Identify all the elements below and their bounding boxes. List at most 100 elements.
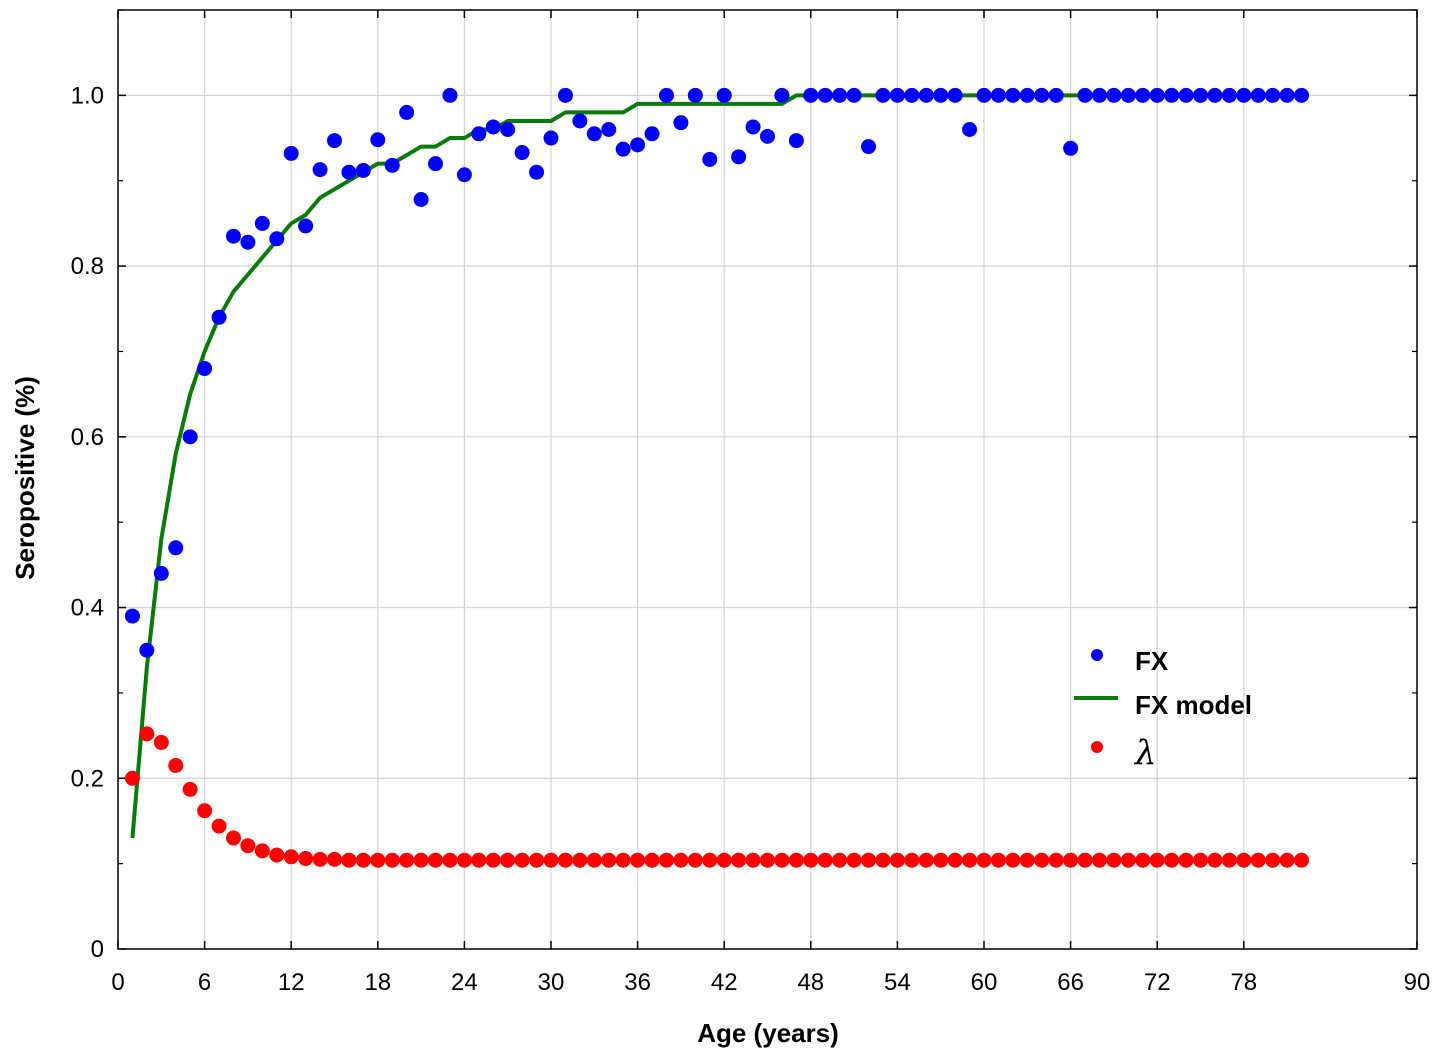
lambda-point <box>557 852 573 868</box>
lambda-point <box>918 852 934 868</box>
fx-point <box>254 215 270 231</box>
x-axis-title: Age (years) <box>697 1018 839 1048</box>
fx-point <box>1077 87 1093 103</box>
lambda-point <box>254 843 270 859</box>
lambda-point <box>803 852 819 868</box>
fx-point <box>990 87 1006 103</box>
lambda-point <box>1294 852 1310 868</box>
grid-lines <box>118 10 1417 949</box>
legend-label-fx-model: FX model <box>1135 690 1252 720</box>
fx-point <box>889 87 905 103</box>
lambda-point <box>312 851 328 867</box>
lambda-point <box>976 852 992 868</box>
fx-point <box>341 164 357 180</box>
fx-point <box>933 87 949 103</box>
lambda-point <box>153 734 169 750</box>
fx-point <box>1063 140 1079 156</box>
lambda-point <box>1135 852 1151 868</box>
lambda-point <box>1221 852 1237 868</box>
fx-point <box>197 361 213 377</box>
x-tick-label: 0 <box>111 969 124 996</box>
fx-point <box>1193 87 1208 103</box>
lambda-point <box>673 852 689 868</box>
fx-point <box>1294 87 1310 103</box>
series-lambda <box>124 726 1310 868</box>
fx-point <box>947 87 963 103</box>
legend-label-lambda: λ <box>1133 733 1157 773</box>
fx-point <box>1106 87 1122 103</box>
x-tick-label: 90 <box>1404 969 1431 996</box>
fx-point <box>1164 87 1180 103</box>
lambda-point <box>644 852 660 868</box>
fx-point <box>630 137 646 153</box>
lambda-point <box>716 852 732 868</box>
fx-point <box>832 87 848 103</box>
fx-point <box>485 119 501 135</box>
x-tick-label: 60 <box>971 969 998 996</box>
lambda-point <box>601 852 617 868</box>
plot-frame <box>117 9 1418 950</box>
axis-ticks <box>117 9 1418 950</box>
fx-point <box>529 164 545 180</box>
lambda-point <box>1250 852 1266 868</box>
lambda-point <box>168 757 184 773</box>
legend-label-fx: FX <box>1135 646 1169 676</box>
x-tick-label: 36 <box>624 969 651 996</box>
lambda-point <box>442 852 458 868</box>
fx-point <box>788 133 804 149</box>
fx-point <box>1250 87 1266 103</box>
fx-point <box>269 231 285 247</box>
lambda-point <box>124 770 140 786</box>
lambda-point <box>817 852 833 868</box>
fx-point <box>1279 87 1295 103</box>
lambda-point <box>586 852 602 868</box>
fx-point <box>153 565 169 581</box>
y-tick-label: 0.2 <box>71 765 104 792</box>
lambda-point <box>1178 852 1194 868</box>
fx-point <box>962 122 978 138</box>
fx-point <box>225 228 241 244</box>
fx-point <box>1149 87 1165 103</box>
fx-point <box>601 122 617 138</box>
fx-point <box>139 642 155 658</box>
lambda-point <box>658 852 674 868</box>
legend-marker-fx <box>1091 649 1103 661</box>
fx-point <box>514 145 530 161</box>
x-tick-label: 12 <box>278 969 305 996</box>
fx-point <box>658 87 674 103</box>
lambda-point <box>370 852 386 868</box>
fx-point <box>586 126 602 142</box>
lambda-point <box>990 852 1006 868</box>
fx-point <box>1019 87 1035 103</box>
fx-point <box>500 122 516 138</box>
lambda-point <box>615 852 631 868</box>
fx-point <box>1135 87 1151 103</box>
lambda-point <box>327 851 342 867</box>
fx-point <box>370 132 386 148</box>
fx-point <box>1178 87 1194 103</box>
lambda-point <box>572 852 588 868</box>
fx-point <box>312 162 328 178</box>
lambda-point <box>1048 852 1064 868</box>
fx-model-line <box>130 93 1302 839</box>
fx-point <box>283 145 299 161</box>
fx-point <box>413 192 429 208</box>
lambda-point <box>962 852 978 868</box>
lambda-point <box>630 852 646 868</box>
fx-point <box>543 130 559 146</box>
lambda-point <box>889 852 905 868</box>
fx-point <box>687 87 703 103</box>
fx-point <box>327 133 342 149</box>
lambda-point <box>1236 852 1252 868</box>
fx-point <box>817 87 833 103</box>
fx-point <box>1005 87 1021 103</box>
lambda-point <box>283 849 299 865</box>
lambda-point <box>1193 852 1208 868</box>
lambda-point <box>225 830 241 846</box>
fx-point <box>456 167 472 183</box>
lambda-point <box>485 852 501 868</box>
lambda-point <box>1164 852 1180 868</box>
x-tick-label: 78 <box>1230 969 1257 996</box>
y-axis-title: Seropositive (%) <box>10 376 40 580</box>
fx-point <box>471 126 487 142</box>
